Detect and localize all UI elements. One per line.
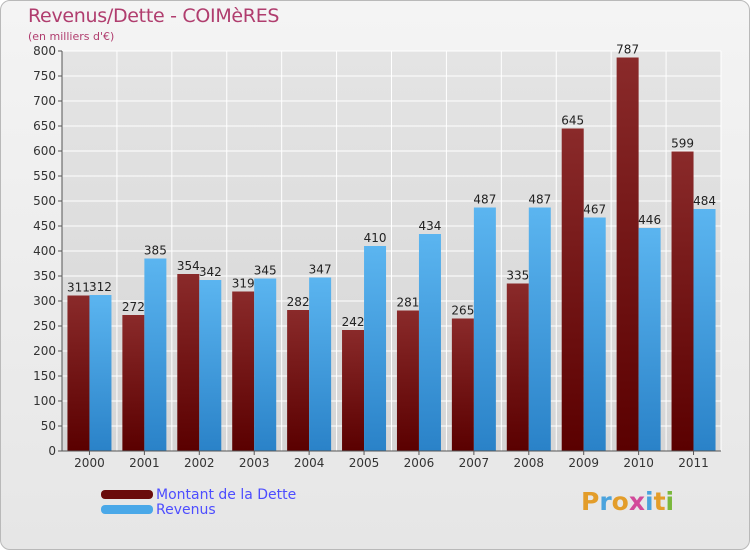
data-label-debt: 787 xyxy=(616,43,639,57)
x-tick-label: 2006 xyxy=(404,456,435,470)
bar-debt xyxy=(177,274,200,451)
bar-debt xyxy=(506,283,529,451)
data-label-revenue: 484 xyxy=(693,194,716,208)
logo-letter: o xyxy=(611,487,629,516)
bar-revenue xyxy=(693,209,716,451)
y-tick-label: 600 xyxy=(33,144,56,158)
y-tick-label: 250 xyxy=(33,319,56,333)
bar-revenue xyxy=(89,295,112,451)
bar-revenue xyxy=(418,234,441,451)
data-label-debt: 335 xyxy=(506,269,529,283)
y-tick-label: 350 xyxy=(33,269,56,283)
chart-title: Revenus/Dette - COIMèRES xyxy=(28,5,280,27)
x-tick-label: 2009 xyxy=(568,456,599,470)
chart-subtitle: (en milliers d'€) xyxy=(28,30,115,43)
logo-letter: i xyxy=(645,487,654,516)
bar-revenue xyxy=(638,228,661,451)
data-label-debt: 319 xyxy=(232,277,255,291)
x-tick-label: 2004 xyxy=(294,456,325,470)
bar-revenue xyxy=(144,258,167,451)
y-tick-label: 0 xyxy=(48,444,56,458)
y-tick-label: 100 xyxy=(33,394,56,408)
bar-debt xyxy=(232,291,255,451)
data-label-revenue: 410 xyxy=(364,231,387,245)
logo-letter: P xyxy=(581,487,600,516)
y-tick-label: 500 xyxy=(33,194,56,208)
legend-label-debt: Montant de la Dette xyxy=(156,487,297,503)
y-tick-label: 450 xyxy=(33,219,56,233)
data-label-debt: 354 xyxy=(177,259,200,273)
logo-letter: i xyxy=(665,487,675,516)
data-label-debt: 599 xyxy=(671,137,694,151)
y-tick-label: 550 xyxy=(33,169,56,183)
proxiti-logo: Proxiti xyxy=(581,487,674,516)
x-tick-label: 2000 xyxy=(74,456,105,470)
data-label-debt: 242 xyxy=(342,315,365,329)
bar-revenue xyxy=(364,246,387,451)
bar-debt xyxy=(342,330,365,451)
data-label-revenue: 487 xyxy=(473,193,496,207)
bar-debt xyxy=(561,128,584,451)
bar-revenue xyxy=(254,278,277,451)
data-label-revenue: 446 xyxy=(638,213,661,227)
x-tick-label: 2005 xyxy=(349,456,380,470)
bar-revenue xyxy=(199,280,222,451)
data-label-debt: 645 xyxy=(561,114,584,128)
data-label-revenue: 487 xyxy=(528,193,551,207)
data-label-debt: 265 xyxy=(451,304,474,318)
x-tick-label: 2007 xyxy=(459,456,490,470)
y-tick-label: 700 xyxy=(33,94,56,108)
y-tick-label: 750 xyxy=(33,69,56,83)
data-label-revenue: 347 xyxy=(309,263,332,277)
bar-debt xyxy=(671,151,694,451)
bar-debt xyxy=(67,295,90,451)
bar-revenue xyxy=(583,217,606,451)
y-tick-label: 200 xyxy=(33,344,56,358)
bar-revenue xyxy=(473,207,496,451)
bar-revenue xyxy=(309,277,332,451)
x-tick-label: 2001 xyxy=(129,456,160,470)
data-label-revenue: 312 xyxy=(89,280,112,294)
legend-swatch-debt xyxy=(101,490,153,499)
data-label-debt: 272 xyxy=(122,300,145,314)
y-tick-label: 800 xyxy=(33,44,56,58)
data-label-debt: 311 xyxy=(67,281,90,295)
y-tick-label: 150 xyxy=(33,369,56,383)
legend-swatch-revenue xyxy=(101,505,153,514)
x-tick-label: 2003 xyxy=(239,456,270,470)
y-tick-label: 650 xyxy=(33,119,56,133)
logo-letter: r xyxy=(599,487,612,516)
y-tick-label: 50 xyxy=(41,419,56,433)
x-tick-label: 2002 xyxy=(184,456,215,470)
x-tick-label: 2010 xyxy=(623,456,654,470)
logo-letter: x xyxy=(628,487,645,516)
x-tick-label: 2008 xyxy=(514,456,545,470)
bar-debt xyxy=(287,310,310,451)
data-label-revenue: 434 xyxy=(419,219,442,233)
bar-debt xyxy=(616,57,639,451)
data-label-debt: 282 xyxy=(287,295,310,309)
data-label-revenue: 345 xyxy=(254,264,277,278)
legend-label-revenue: Revenus xyxy=(156,502,216,518)
y-tick-label: 400 xyxy=(33,244,56,258)
bar-debt xyxy=(122,315,145,451)
bar-debt xyxy=(396,310,419,451)
data-label-revenue: 342 xyxy=(199,265,222,279)
data-label-debt: 281 xyxy=(397,296,420,310)
bar-revenue xyxy=(528,207,551,451)
bar-debt xyxy=(451,318,474,451)
x-tick-label: 2011 xyxy=(678,456,709,470)
data-label-revenue: 467 xyxy=(583,203,606,217)
logo-letter: t xyxy=(653,487,666,516)
y-tick-label: 300 xyxy=(33,294,56,308)
data-label-revenue: 385 xyxy=(144,244,167,258)
